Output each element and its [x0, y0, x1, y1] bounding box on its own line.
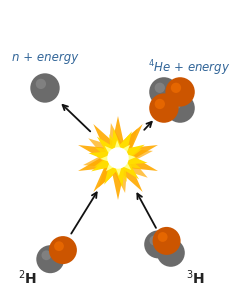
Circle shape	[41, 250, 51, 260]
Text: $^2$H: $^2$H	[18, 269, 37, 287]
Circle shape	[149, 93, 179, 123]
Text: n + energy: n + energy	[12, 51, 78, 65]
Circle shape	[54, 241, 64, 251]
Polygon shape	[94, 134, 142, 182]
Circle shape	[158, 232, 167, 242]
Circle shape	[36, 79, 46, 89]
Circle shape	[162, 244, 172, 254]
Circle shape	[36, 245, 64, 273]
Polygon shape	[83, 123, 153, 193]
Polygon shape	[78, 116, 158, 200]
Circle shape	[108, 148, 128, 168]
Circle shape	[149, 236, 159, 245]
Text: $^4$He + energy: $^4$He + energy	[148, 58, 230, 78]
Circle shape	[49, 236, 77, 264]
Circle shape	[155, 83, 165, 93]
Circle shape	[153, 227, 181, 255]
Text: $^3$H: $^3$H	[186, 269, 205, 287]
Circle shape	[165, 93, 195, 123]
Circle shape	[144, 230, 172, 258]
Circle shape	[165, 77, 195, 106]
Polygon shape	[100, 140, 136, 176]
Circle shape	[171, 99, 181, 109]
Polygon shape	[88, 128, 148, 188]
Circle shape	[30, 73, 60, 103]
Circle shape	[155, 99, 165, 109]
Circle shape	[149, 77, 179, 106]
Circle shape	[171, 83, 181, 93]
Circle shape	[157, 239, 185, 267]
